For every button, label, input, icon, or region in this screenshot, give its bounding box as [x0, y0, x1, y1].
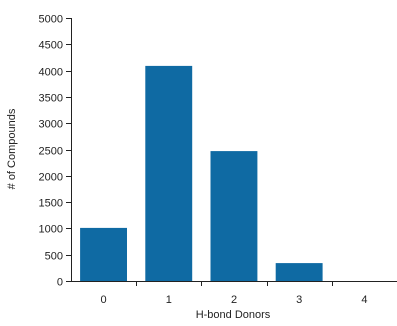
bar-2	[210, 151, 258, 281]
y-tick-label: 4000	[39, 67, 63, 79]
x-tick-label: 0	[101, 294, 107, 306]
x-tick-label: 4	[361, 294, 367, 306]
y-tick-label: 5000	[39, 14, 63, 26]
y-tick-label: 2000	[39, 172, 63, 184]
bar-3	[275, 263, 323, 281]
x-axis: 0 1 2 3 4	[71, 281, 397, 306]
y-tick-label: 1000	[39, 224, 63, 236]
y-axis: 0 500 1000 1500 2000 2500 3000 3500 4000 4500 5000	[39, 14, 72, 289]
y-tick-label: 3000	[39, 119, 63, 131]
y-tick-label: 0	[57, 277, 63, 289]
x-tick-label: 1	[166, 294, 172, 306]
x-axis-title: H-bond Donors	[196, 309, 271, 321]
y-tick-label: 2500	[39, 146, 63, 158]
y-axis-title: # of Compounds	[6, 108, 18, 189]
x-ticks: 0 1 2 3 4	[101, 281, 367, 306]
bar-0	[80, 227, 127, 281]
y-tick-label: 3500	[39, 93, 63, 105]
x-tick-label: 2	[231, 294, 237, 306]
y-tick-label: 500	[45, 251, 63, 263]
x-tick-label: 3	[296, 294, 302, 306]
y-ticks: 0 500 1000 1500 2000 2500 3000 3500 4000 4500 5000	[39, 14, 71, 289]
bar-1	[145, 65, 193, 282]
y-tick-label: 4500	[39, 40, 63, 52]
y-tick-label: 1500	[39, 198, 63, 210]
bars	[80, 65, 323, 282]
